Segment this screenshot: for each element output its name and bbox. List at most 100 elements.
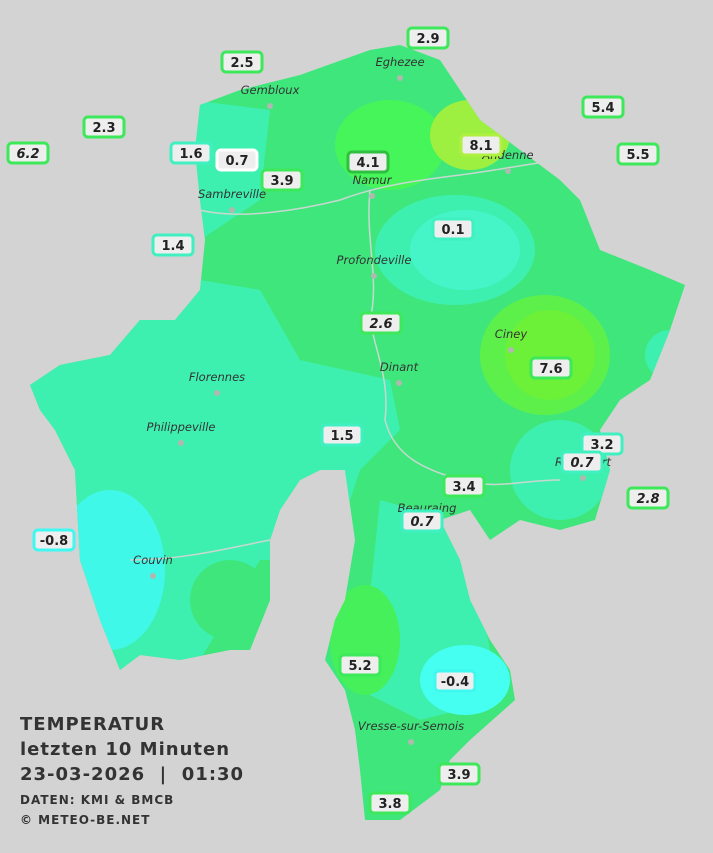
- station: 2.3: [82, 115, 126, 139]
- station-value: 6.2: [16, 147, 39, 162]
- station-box: [400, 509, 444, 533]
- city-label: Couvin: [133, 553, 173, 567]
- datetime: 23-03-2026 | 01:30: [20, 764, 244, 785]
- city-dot: [408, 739, 414, 745]
- station-value: 5.5: [626, 148, 649, 163]
- station: -0.4: [433, 669, 477, 693]
- station-value: 0.7: [570, 456, 594, 471]
- city-label: Profondeville: [337, 253, 412, 267]
- city-label: Florennes: [189, 370, 245, 384]
- station: 0.7: [215, 148, 259, 172]
- station-value: 3.9: [447, 768, 470, 783]
- station-box: [626, 486, 670, 510]
- station: 2.5: [220, 50, 264, 74]
- station-box: [442, 474, 486, 498]
- station-box: [581, 95, 625, 119]
- station-value: -0.8: [40, 534, 68, 549]
- station-box: [346, 150, 390, 174]
- city-dot: [178, 440, 184, 446]
- station: 8.1: [459, 133, 503, 157]
- station-value: 8.1: [469, 139, 492, 154]
- city-dot: [508, 347, 514, 353]
- city-label: Philippeville: [147, 420, 216, 434]
- city-label: Ciney: [495, 327, 528, 341]
- station-box: [220, 50, 264, 74]
- station-value: 5.4: [591, 101, 614, 116]
- station: 3.9: [260, 168, 304, 192]
- city-dot: [396, 380, 402, 386]
- station: -0.8: [32, 528, 76, 552]
- station: 2.9: [406, 26, 450, 50]
- station-box: [560, 450, 604, 474]
- station-box: [169, 141, 213, 165]
- city-label: Gembloux: [241, 83, 300, 97]
- city-label: Eghezee: [375, 55, 424, 69]
- station-value: 1.4: [161, 239, 184, 254]
- station: 0.7: [560, 450, 604, 474]
- station-box: [6, 141, 50, 165]
- station: 3.8: [368, 791, 412, 815]
- station-value: 2.5: [230, 56, 253, 71]
- city-dot: [371, 273, 377, 279]
- city-label: Vresse-sur-Semois: [358, 719, 464, 733]
- station-value: 3.9: [270, 174, 293, 189]
- station-box: [433, 669, 477, 693]
- station-box: [260, 168, 304, 192]
- station-box: [459, 133, 503, 157]
- city-label: Dinant: [380, 360, 419, 374]
- station-box: [368, 791, 412, 815]
- city-dot: [369, 193, 375, 199]
- copyright: © METEO-BE.NET: [20, 813, 150, 827]
- station: 1.4: [151, 233, 195, 257]
- station-value: -0.4: [441, 675, 469, 690]
- station-value: 2.3: [92, 121, 115, 136]
- city-dot: [505, 168, 511, 174]
- station-value: 0.1: [441, 223, 464, 238]
- station-box: [320, 423, 364, 447]
- city-dot: [267, 103, 273, 109]
- station-value: 3.2: [590, 438, 613, 453]
- station: 3.9: [437, 762, 481, 786]
- station-box: [359, 311, 403, 335]
- station-value: 2.9: [416, 32, 439, 47]
- station-box: [431, 217, 475, 241]
- station-value: 7.6: [539, 362, 562, 377]
- station-value: 1.5: [330, 429, 353, 444]
- station-value: 5.2: [348, 659, 371, 674]
- station-value: 0.7: [410, 515, 434, 530]
- city-dot: [229, 207, 235, 213]
- station: 5.2: [338, 653, 382, 677]
- station-box: [406, 26, 450, 50]
- station-box: [616, 142, 660, 166]
- station-box: [32, 528, 76, 552]
- city-dot: [214, 390, 220, 396]
- station: 2.6: [359, 311, 403, 335]
- station: 6.2: [6, 141, 50, 165]
- station: 2.8: [626, 486, 670, 510]
- station: 0.1: [431, 217, 475, 241]
- source: DATEN: KMI & BMCB: [20, 793, 174, 807]
- station-value: 2.6: [369, 317, 392, 332]
- city-label: Namur: [353, 173, 393, 187]
- station: 3.4: [442, 474, 486, 498]
- station: 0.7: [400, 509, 444, 533]
- station-box: [82, 115, 126, 139]
- city-label: Sambreville: [198, 187, 266, 201]
- station-value: 0.7: [225, 154, 248, 169]
- station-box: [215, 148, 259, 172]
- station-value: 2.8: [636, 492, 659, 507]
- city-dot: [150, 573, 156, 579]
- city-dot: [580, 475, 586, 481]
- station-value: 3.4: [452, 480, 475, 495]
- station-value: 1.6: [179, 147, 202, 162]
- station-box: [529, 356, 573, 380]
- title: TEMPERATUR: [20, 714, 165, 735]
- station: 1.6: [169, 141, 213, 165]
- station: 4.1: [346, 150, 390, 174]
- station-value: 3.8: [378, 797, 401, 812]
- station-box: [437, 762, 481, 786]
- subtitle: letzten 10 Minuten: [20, 739, 230, 760]
- city-dot: [397, 75, 403, 81]
- station: 7.6: [529, 356, 573, 380]
